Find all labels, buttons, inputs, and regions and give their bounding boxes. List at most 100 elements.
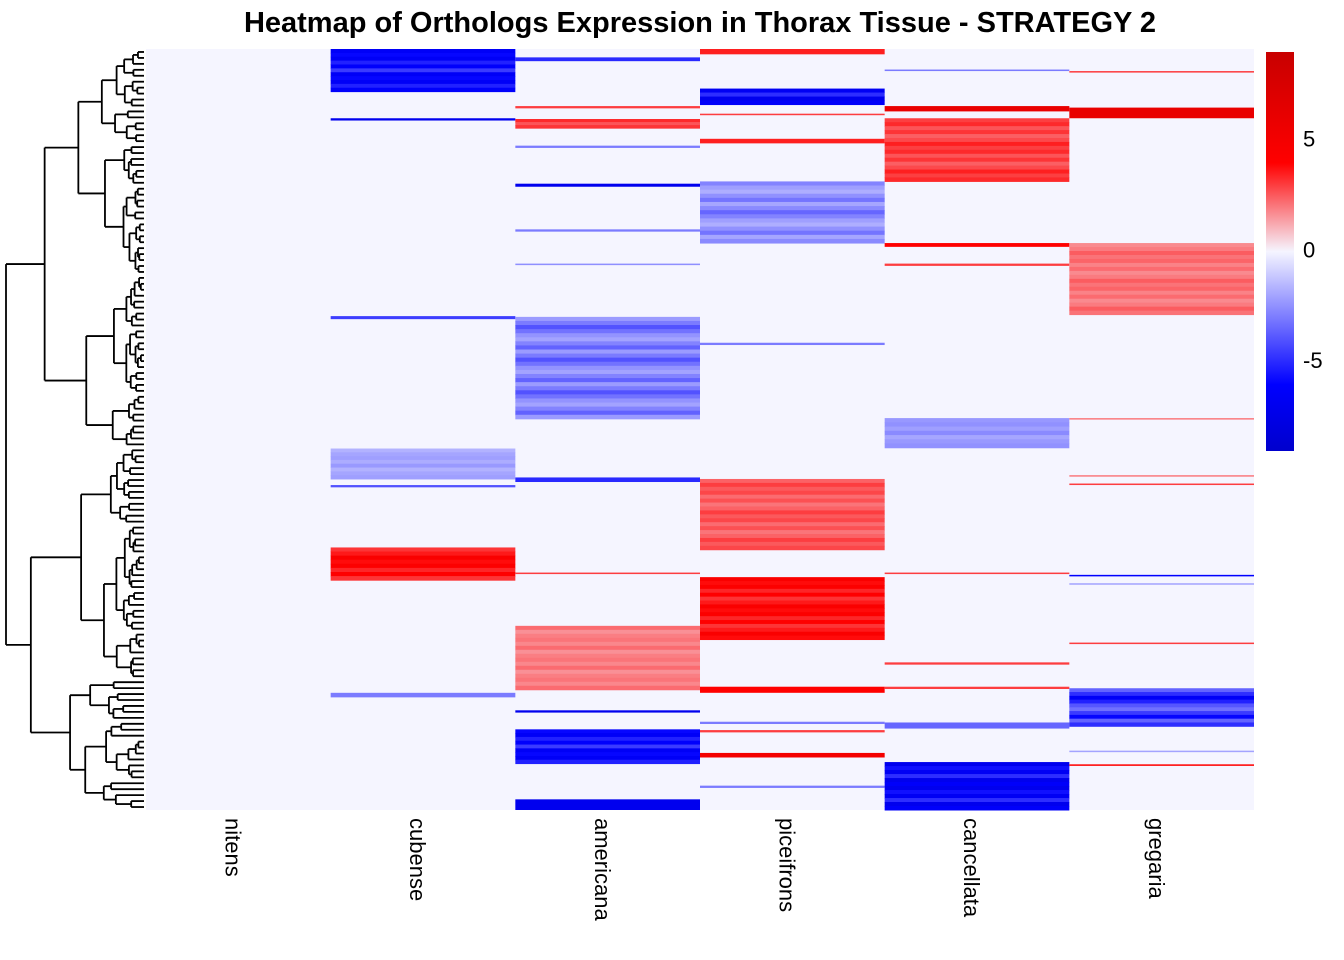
heatmap-cell [884,770,1070,775]
heatmap-cell [700,92,885,98]
heatmap-cell [1069,298,1254,304]
heatmap-cell [884,130,1070,135]
heatmap-cell [515,378,700,383]
heatmap-cell [515,649,700,655]
heatmap-cell [884,145,1070,151]
heatmap-cell [700,627,885,633]
heatmap-cell [515,733,700,738]
heatmap-cell [515,653,700,659]
heatmap-cell [700,181,885,187]
heatmap-cell [1069,718,1254,723]
heatmap-cell [515,353,700,359]
heatmap-cell [515,373,700,379]
column-label: americana [590,818,615,921]
heatmap-cell [884,422,1070,428]
heatmap-cell [1069,286,1254,292]
heatmap-cell [884,686,1070,690]
heatmap-cell [330,463,516,469]
heatmap-cell [1069,711,1254,716]
heatmap-cell [884,165,1070,171]
heatmap-cell [884,118,1070,123]
heatmap-cell [700,631,885,637]
heatmap-cell [700,730,885,733]
column-label: nitens [221,818,246,877]
heatmap-cell [700,113,885,116]
heatmap-cell [515,414,700,420]
heatmap-cell [515,361,700,367]
heatmap-cell [330,452,516,457]
heatmap-cell [515,122,700,126]
legend-tick-label: -5 [1303,348,1323,373]
heatmap-cell [515,398,700,404]
heatmap-cell [700,197,885,203]
heatmap-cell [515,382,700,387]
heatmap-cell [330,551,516,557]
heatmap-cell [700,604,885,609]
heatmap-cell [1069,282,1254,288]
heatmap-cell [1069,302,1254,308]
heatmap-cell [330,52,516,58]
heatmap-cell [700,518,885,523]
heatmap-cell [1069,254,1254,260]
heatmap-cell [700,88,885,94]
heatmap-cell [700,100,885,106]
heatmap-cell [330,448,516,453]
heatmap-cell [330,72,516,77]
heatmap-cell [515,629,700,635]
heatmap-cell [1069,266,1254,272]
heatmap-cell [1069,270,1254,276]
heatmap-cell [700,138,885,144]
heatmap-cell [330,316,516,320]
heatmap-cell [884,426,1070,432]
heatmap-cell [515,661,700,667]
heatmap-cell [700,721,885,725]
heatmap-cell [700,600,885,605]
heatmap-cell [1069,294,1254,300]
heatmap-cell [884,790,1070,795]
heatmap-cell [330,475,516,480]
heatmap-cell [700,218,885,224]
heatmap-cell [700,514,885,519]
heatmap-cell [884,430,1070,436]
heatmap-cell [700,498,885,504]
heatmap-cell [884,137,1070,143]
heatmap-cell [515,365,700,371]
heatmap-cell [515,341,700,346]
heatmap-cell [515,145,700,148]
heatmap-cell [700,616,885,621]
heatmap-cell [330,87,516,93]
heatmap-cell [700,635,885,641]
heatmap-cell [884,794,1070,799]
heatmap-cell [515,669,700,675]
heatmap-cell [1069,71,1254,73]
heatmap-cell [700,530,885,535]
heatmap-cell [330,692,516,698]
legend-color-bar [1266,52,1294,451]
heatmap-cell [884,662,1070,665]
heatmap-cell [884,443,1070,449]
heatmap-cell [884,762,1070,767]
heatmap-cell [515,799,700,810]
heatmap-cell [515,394,700,399]
heatmap-cell [1069,290,1254,296]
heatmap-cell [884,153,1070,159]
heatmap-cell [884,106,1070,112]
heatmap-cell [1069,583,1254,585]
heatmap-cell [700,588,885,594]
heatmap-cell [515,316,700,322]
color-legend: 5 0 -5 [1266,52,1323,451]
heatmap-cell [515,325,700,330]
heatmap-cell [884,766,1070,771]
heatmap-cell [515,740,700,746]
heatmap-cell [330,76,516,81]
heatmap-cell [700,201,885,207]
heatmap-cell [700,526,885,531]
heatmap-cell [700,581,885,586]
heatmap-cell [700,222,885,228]
heatmap-cell [700,478,885,484]
heatmap-cell [515,685,700,691]
column-label: cancellata [959,818,984,918]
heatmap-cell [515,710,700,713]
heatmap-cell [515,752,700,757]
